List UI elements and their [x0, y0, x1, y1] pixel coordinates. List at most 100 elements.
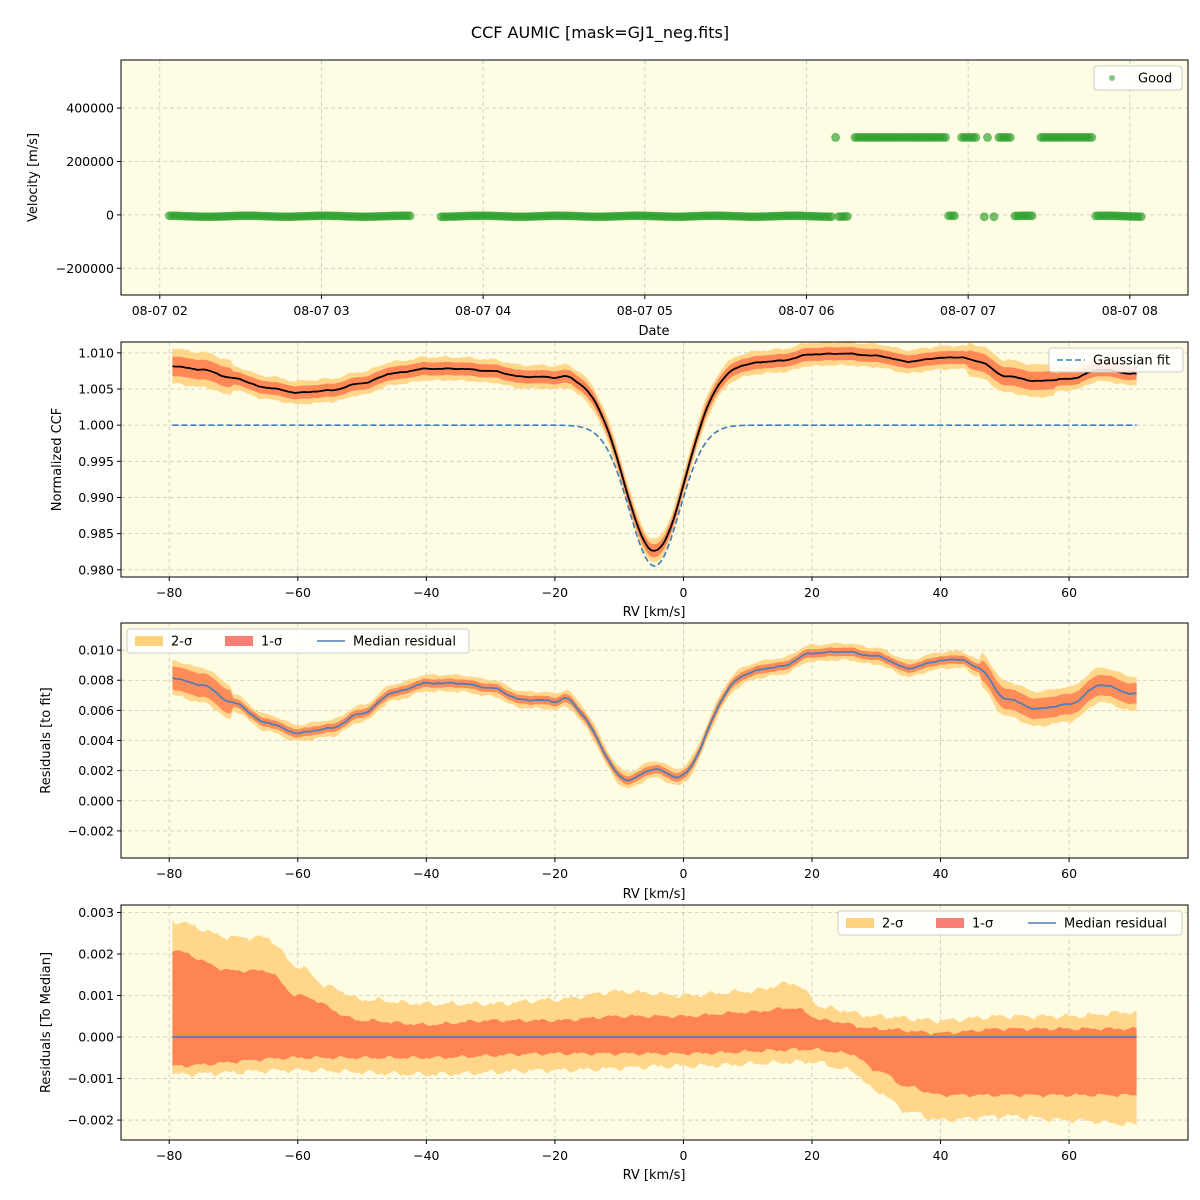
ccf-ytick-label: 0.980 [78, 562, 114, 577]
velocity-ylabel: Velocity [m/s] [26, 133, 41, 222]
velocity-xtick-label: 08-07 07 [940, 303, 996, 318]
residuals-fit-xtick-label: −80 [156, 866, 182, 881]
residuals-fit-legend-patch [225, 636, 253, 646]
residuals-fit-xtick-label: −40 [413, 866, 439, 881]
velocity-ytick-label: −200000 [56, 261, 114, 276]
residuals-fit-2sigma-band [172, 642, 1137, 789]
residuals-median-xtick-label: 0 [679, 1148, 687, 1163]
residuals-median-xtick-label: 20 [804, 1148, 820, 1163]
residuals-median-legend-label: 2-σ [882, 917, 903, 932]
velocity-point [1005, 132, 1015, 142]
velocity-point [831, 132, 841, 142]
ccf-xtick-label: −60 [285, 585, 311, 600]
residuals-median-legend-label: Median residual [1064, 917, 1167, 932]
residuals-fit-xtick-label: −20 [542, 866, 568, 881]
residuals-median-xtick-label: −40 [413, 1148, 439, 1163]
ccf-xlabel: RV [km/s] [623, 605, 686, 620]
residuals-fit-panel: −80 −60 −40 −20 0 20 40 60 −0.002 0.000 0.002 0.004… [39, 622, 1189, 902]
velocity-xtick-label: 08-07 04 [455, 303, 511, 318]
ccf-xtick-label: −40 [413, 585, 439, 600]
velocity-legend [1093, 65, 1183, 91]
ccf-legend-label: Gaussian fit [1093, 354, 1170, 369]
ccf-xtick-label: −20 [542, 585, 568, 600]
residuals-median-xtick-label: −80 [156, 1148, 182, 1163]
residuals-fit-legend-patch [135, 636, 163, 646]
velocity-point [842, 211, 852, 221]
residuals-median-xtick-label: −20 [542, 1148, 568, 1163]
velocity-plot-area [120, 59, 1189, 296]
ccf-panel: −80 −60 −40 −20 0 20 40 60 0.980 0.985 0.990 0.995 1… [50, 340, 1189, 620]
velocity-point [971, 132, 981, 142]
residuals-fit-xlabel: RV [km/s] [623, 887, 686, 902]
residuals-fit-ytick-label: −0.002 [68, 823, 114, 838]
residuals-fit-legend-label: 1-σ [261, 635, 282, 650]
residuals-fit-xtick-label: 20 [804, 866, 820, 881]
axes-border [120, 59, 1189, 296]
residuals-fit-legend-label: 2-σ [171, 635, 192, 650]
residuals-median-xtick-label: 60 [1061, 1148, 1077, 1163]
ccf-xtick-label: −80 [156, 585, 182, 600]
axes-border [120, 622, 1189, 859]
ccf-xtick-label: 0 [679, 585, 687, 600]
residuals-fit-ytick-label: 0.004 [78, 733, 114, 748]
velocity-point [949, 211, 959, 221]
ccf-xtick-label: 20 [804, 585, 820, 600]
residuals-median-xlabel: RV [km/s] [623, 1168, 686, 1183]
residuals-median-xtick-label: 40 [933, 1148, 949, 1163]
residuals-median-ytick-label: 0.002 [78, 946, 114, 961]
residuals-median-legend-label: 1-σ [972, 917, 993, 932]
residuals-fit-median-line [172, 650, 1137, 782]
velocity-xtick-label: 08-07 03 [293, 303, 349, 318]
residuals-median-legend [837, 910, 1183, 936]
residuals-fit-ytick-label: 0.010 [78, 643, 114, 658]
ccf-ytick-label: 1.005 [78, 382, 114, 397]
residuals-fit-xtick-label: 60 [1061, 866, 1077, 881]
velocity-point [989, 212, 999, 222]
ccf-median-line [172, 352, 1137, 552]
ccf-ytick-label: 0.985 [78, 526, 114, 541]
residuals-fit-1sigma-band [172, 647, 1137, 785]
ccf-ytick-label: 1.010 [78, 345, 114, 360]
residuals-fit-ylabel: Residuals [to fit] [39, 687, 54, 793]
velocity-point [827, 212, 836, 222]
residuals-fit-ytick-label: 0.000 [78, 793, 114, 808]
velocity-xlabel: Date [638, 324, 669, 339]
velocity-point [405, 211, 415, 221]
residuals-fit-xtick-label: 0 [679, 866, 687, 881]
velocity-point [1136, 212, 1146, 222]
ccf-xtick-label: 60 [1061, 585, 1077, 600]
ccf-ylabel: Normalized CCF [50, 408, 65, 512]
residuals-fit-ytick-label: 0.008 [78, 673, 114, 688]
residuals-median-panel: −80 −60 −40 −20 0 20 40 60 −0.002 −0.001 0.000 0.00… [39, 904, 1189, 1183]
velocity-ytick-label: 0 [106, 207, 114, 222]
residuals-median-legend-patch [936, 918, 964, 928]
velocity-xtick-label: 08-07 05 [617, 303, 673, 318]
velocity-xtick-label: 08-07 02 [132, 303, 188, 318]
residuals-fit-legend [126, 628, 470, 654]
figure-title: CCF AUMIC [mask=GJ1_neg.fits] [471, 23, 729, 43]
axes-border [120, 904, 1189, 1141]
velocity-point [983, 132, 992, 142]
velocity-xtick-label: 08-07 06 [778, 303, 834, 318]
residuals-fit-xtick-label: −60 [285, 866, 311, 881]
velocity-point [1087, 132, 1097, 142]
axes-border [120, 341, 1189, 578]
residuals-median-xtick-label: −60 [285, 1148, 311, 1163]
residuals-median-1sigma-band [172, 950, 1137, 1098]
ccf-xtick-label: 40 [933, 585, 949, 600]
residuals-fit-xtick-label: 40 [933, 866, 949, 881]
ccf-ytick-label: 1.000 [78, 418, 114, 433]
velocity-xtick-label: 08-07 08 [1102, 303, 1158, 318]
residuals-fit-ytick-label: 0.002 [78, 763, 114, 778]
residuals-median-legend-patch [846, 918, 874, 928]
velocity-legend-marker [1109, 75, 1115, 81]
residuals-fit-ytick-label: 0.006 [78, 703, 114, 718]
velocity-point [941, 132, 950, 142]
residuals-median-ytick-label: 0.001 [78, 988, 114, 1003]
ccf-gaussian-fit-line [172, 424, 1137, 567]
residuals-fit-legend-label: Median residual [353, 635, 456, 650]
velocity-panel: 08-07 02 08-07 03 08-07 04 08-07 05 08-07 06… [26, 59, 1189, 339]
velocity-legend-label: Good [1138, 72, 1172, 87]
ccf-ytick-label: 0.990 [78, 490, 114, 505]
